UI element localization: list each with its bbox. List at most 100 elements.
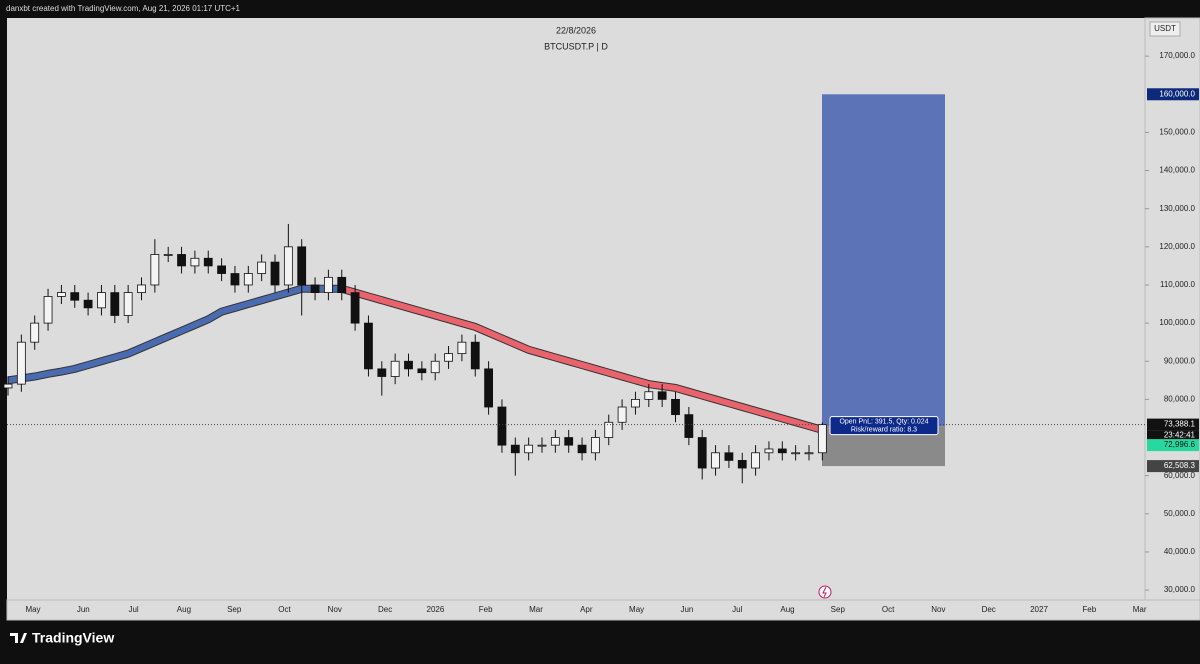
y-tick-label: 60,000.0 [1164, 471, 1196, 480]
y-tick-label: 80,000.0 [1164, 394, 1196, 403]
time-axis [6, 599, 1200, 621]
candle-body [697, 437, 707, 469]
alert-bolt [822, 586, 827, 598]
candle-body [644, 391, 654, 400]
x-tick-label: Dec [378, 605, 392, 614]
x-tick-label: Oct [278, 605, 291, 614]
candle-body [724, 452, 734, 461]
candle-body [137, 284, 146, 294]
candle-body [444, 353, 453, 362]
x-tick-label: Aug [780, 605, 794, 614]
candle-body [737, 460, 747, 469]
candle-body [257, 261, 267, 274]
candle-body [764, 448, 774, 454]
candle-body [203, 257, 213, 267]
y-tick-label: 120,000.0 [1159, 242, 1195, 251]
candle-body [43, 296, 53, 324]
candle-body [283, 246, 293, 286]
candle-body [364, 322, 373, 370]
candle-body [751, 452, 760, 469]
x-tick-label: Sep [831, 605, 846, 614]
candle-body [457, 341, 467, 355]
x-tick-label: Jul [732, 605, 742, 614]
candle-body [70, 292, 80, 301]
countdown: 23:42:41 [1164, 431, 1196, 440]
candle-body [510, 444, 520, 454]
candle-body [470, 341, 480, 370]
chart-title: 22/8/2026 [556, 25, 596, 35]
candle-body [804, 452, 814, 455]
x-tick-label: Aug [177, 605, 191, 614]
candle-body [270, 261, 280, 286]
x-tick-label: Nov [931, 605, 945, 614]
candle-body [617, 406, 627, 423]
countdown-box [1147, 430, 1199, 441]
x-tick-label: Feb [1082, 605, 1096, 614]
rr-text: Risk/reward ratio: 8.3 [851, 426, 917, 433]
candle-body [550, 437, 560, 446]
y-tick-label: 130,000.0 [1159, 204, 1195, 213]
y-tick-label: 110,000.0 [1160, 280, 1196, 289]
y-tick-label: 40,000.0 [1164, 547, 1196, 556]
candle-body [150, 254, 160, 286]
candle-body [711, 452, 720, 469]
y-tick-label: 100,000.0 [1159, 318, 1195, 327]
x-tick-label: May [629, 605, 644, 614]
x-tick-label: Mar [529, 605, 543, 614]
candle-body [110, 292, 120, 316]
candle-body [123, 292, 133, 316]
symbol: BTCUSDT.P | D [544, 41, 608, 51]
currency-box [1149, 21, 1181, 37]
candle-body [97, 292, 106, 309]
plot-area [7, 18, 1145, 600]
candle-body [350, 292, 360, 324]
price-tag [1147, 439, 1199, 452]
y-tick-label: 150,000.0 [1159, 128, 1195, 137]
candle-body [243, 273, 253, 286]
candle-body [177, 254, 186, 267]
price-axis [1144, 17, 1200, 601]
candle-body [323, 276, 333, 294]
y-tick-label: 170,000.0 [1159, 51, 1195, 60]
candle-body [631, 398, 640, 408]
logo [10, 633, 27, 643]
price-tag [1147, 88, 1199, 101]
y-tick-label: 90,000.0 [1164, 356, 1196, 365]
x-tick-label: Apr [580, 605, 593, 614]
candle-body [497, 406, 507, 446]
x-tick-label: Jun [77, 605, 90, 614]
price-tag-label: 72,996.6 [1164, 440, 1196, 449]
moving-average [7, 285, 342, 384]
candle-body [377, 368, 387, 377]
x-tick-label: Jun [680, 605, 693, 614]
x-tick-label: 2026 [427, 605, 445, 614]
tooltip-box [829, 416, 939, 436]
price-tag-label: 62,508.3 [1164, 461, 1196, 470]
pnl-text: Open PnL: 391.5, Qty: 0.024 [839, 418, 928, 425]
candle-body [604, 421, 614, 438]
candle-body [16, 341, 26, 385]
candle-body [791, 452, 801, 455]
candle-body [310, 284, 320, 294]
candle-body [230, 273, 240, 286]
candle-body [657, 391, 667, 400]
price-tag [1147, 418, 1199, 431]
candle-body [163, 254, 173, 256]
candle-body [591, 437, 600, 454]
y-tick-label: 30,000.0 [1164, 585, 1196, 594]
price-tag-label: 73,388.1 [1164, 420, 1196, 429]
x-tick-label: Sep [227, 605, 242, 614]
candle-body [190, 257, 200, 267]
candle-body [404, 360, 413, 370]
candle-body [83, 299, 93, 309]
candle-body [577, 444, 587, 454]
y-tick-label: 50,000.0 [1164, 509, 1196, 518]
candle-body [30, 322, 40, 343]
target-zone [822, 94, 945, 427]
alert-icon [818, 585, 832, 599]
x-tick-label: Mar [1133, 605, 1147, 614]
candle-body [57, 292, 66, 297]
candle-body [817, 424, 827, 454]
candle-body [484, 368, 494, 408]
